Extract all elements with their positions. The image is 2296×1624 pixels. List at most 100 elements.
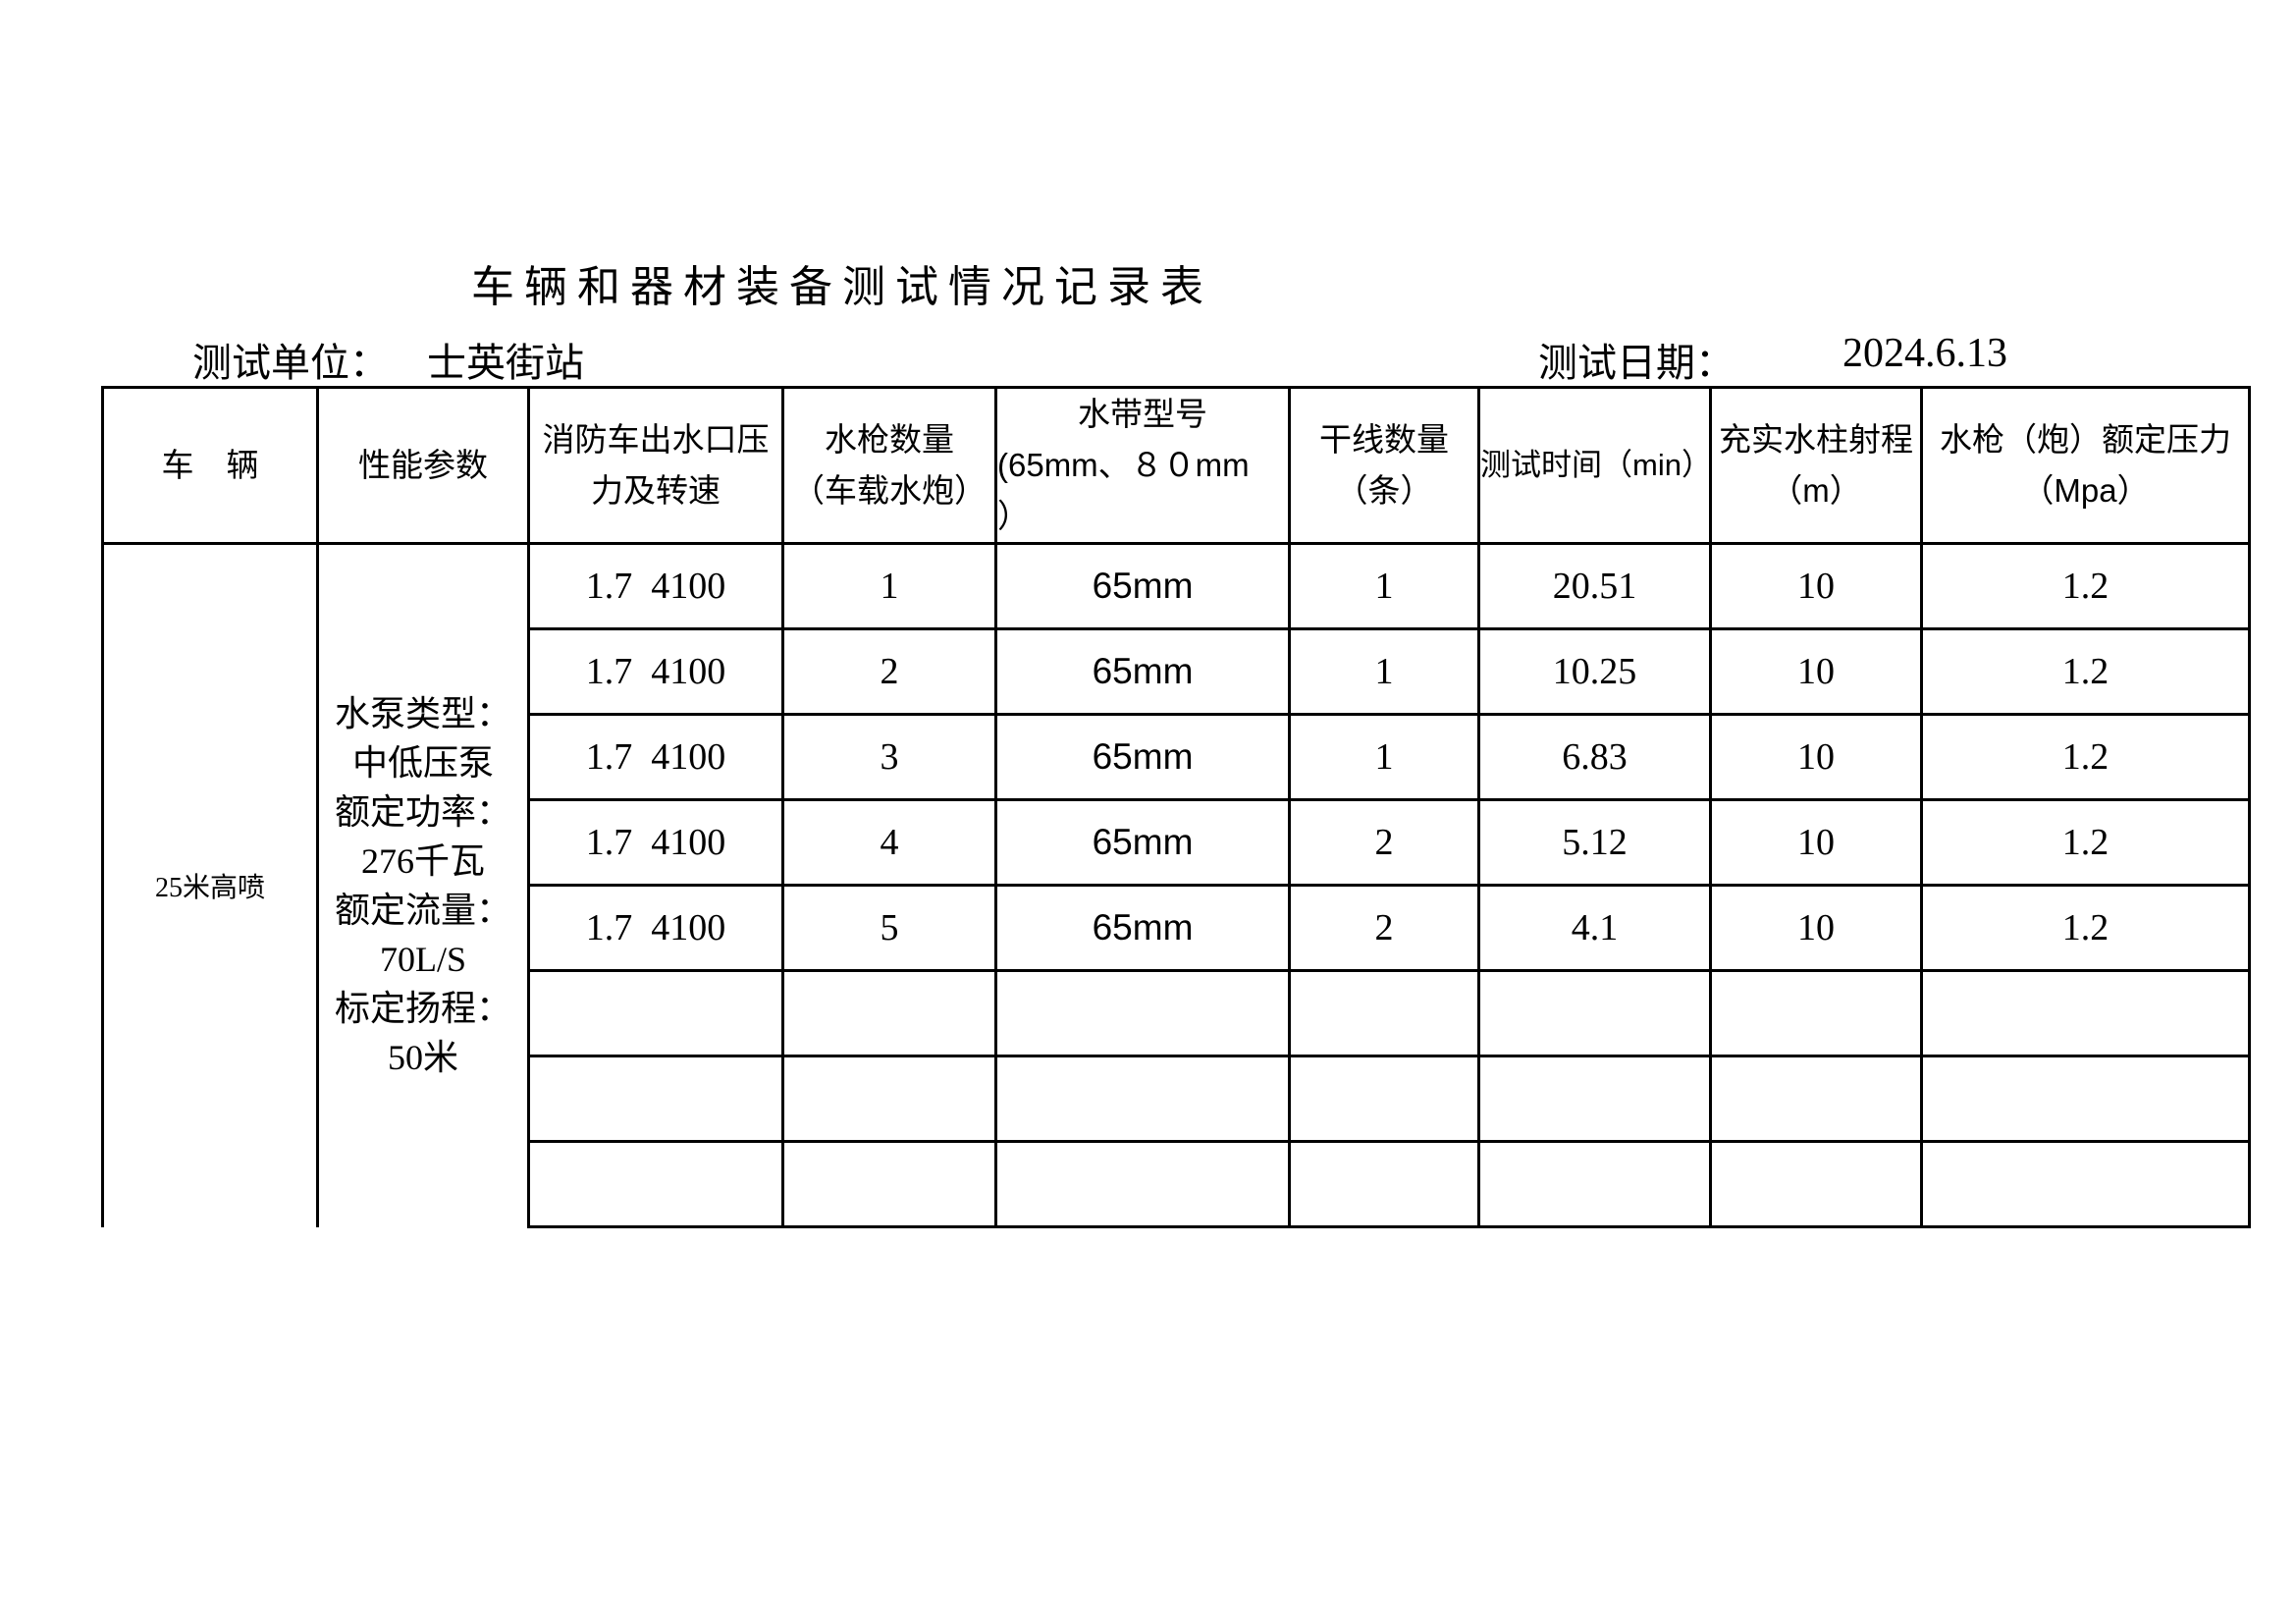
test-date-label: 测试日期： [1538, 342, 1735, 385]
perf-line-rated-lift-value: 50米 [387, 1038, 458, 1078]
cell-r4-jet-range: 10 [1709, 798, 1923, 887]
cell-r2-rated-pressure: 1.2 [1920, 627, 2251, 716]
trunk-count-line2: （条） [1335, 472, 1433, 509]
cell-r7-gun-count [781, 1055, 997, 1143]
perf-line-rated-flow-value: 70L/S [379, 940, 466, 980]
cell-r8-gun-count [781, 1140, 997, 1228]
test-unit-value: 士英街站 [427, 342, 584, 385]
table-row: 1.7 4100 3 65mm 1 6.83 10 1.2 [103, 713, 2251, 801]
cell-r1-trunk-count: 1 [1288, 542, 1480, 630]
cell-r8-trunk-count [1288, 1140, 1480, 1228]
table-row: 1.7 4100 5 65mm 2 4.1 10 1.2 [103, 884, 2251, 972]
cell-r3-outlet-pressure: 1.7 4100 [527, 713, 784, 801]
perf-line-rated-power-value: 276千瓦 [360, 841, 485, 882]
cell-r5-jet-range: 10 [1709, 884, 1923, 972]
table-row: 25米高喷 水泵类型： 中低压泵 额定功率： 276千瓦 额定流量： 70L/S… [101, 542, 2251, 1227]
table-row: 1.7 4100 4 65mm 2 5.12 10 1.2 [103, 798, 2251, 887]
cell-r1-test-time: 20.51 [1477, 542, 1712, 630]
cell-r1-jet-range: 10 [1709, 542, 1923, 630]
col-header-performance: 性能参数 [316, 386, 530, 545]
perf-line-pump-type-value: 中低压泵 [351, 743, 494, 784]
cell-r8-jet-range [1709, 1140, 1923, 1228]
cell-r5-test-time: 4.1 [1477, 884, 1712, 972]
cell-r2-hose-type: 65mm [994, 627, 1291, 716]
table-row [103, 1140, 2251, 1228]
cell-r1-outlet-pressure: 1.7 4100 [527, 542, 784, 630]
table-row: 1.7 4100 2 65mm 1 10.25 10 1.2 [103, 627, 2251, 716]
cell-r3-trunk-count: 1 [1288, 713, 1480, 801]
cell-r2-outlet-pressure: 1.7 4100 [527, 627, 784, 716]
gun-count-line2: （车载水炮） [792, 472, 987, 509]
cell-r8-hose-type [994, 1140, 1291, 1228]
cell-r4-rated-pressure: 1.2 [1920, 798, 2251, 887]
cell-r6-rated-pressure [1920, 969, 2251, 1057]
rated-pressure-line2: （Mpa） [2021, 472, 2150, 509]
table-header-row: 车 辆 性能参数 消防车出水口压 力及转速 水枪数量 （车载水炮） 水带型号 (… [101, 386, 2251, 545]
col-header-jet-range: 充实水柱射程 （m） [1709, 386, 1923, 545]
cell-r5-gun-count: 5 [781, 884, 997, 972]
cell-vehicle-name: 25米高喷 [101, 542, 319, 1227]
test-record-table: 车 辆 性能参数 消防车出水口压 力及转速 水枪数量 （车载水炮） 水带型号 (… [101, 386, 2251, 1228]
cell-r4-outlet-pressure: 1.7 4100 [527, 798, 784, 887]
table-row [103, 969, 2251, 1057]
cell-r5-hose-type: 65mm [994, 884, 1291, 972]
cell-r3-test-time: 6.83 [1477, 713, 1712, 801]
perf-line-rated-lift-label: 标定扬程： [334, 989, 511, 1029]
cell-r6-trunk-count [1288, 969, 1480, 1057]
cell-r6-hose-type [994, 969, 1291, 1057]
col-header-vehicle: 车 辆 [101, 386, 319, 545]
cell-r5-trunk-count: 2 [1288, 884, 1480, 972]
cell-r4-gun-count: 4 [781, 798, 997, 887]
cell-r1-hose-type: 65mm [994, 542, 1291, 630]
cell-r6-jet-range [1709, 969, 1923, 1057]
cell-r3-gun-count: 3 [781, 713, 997, 801]
perf-line-rated-flow-label: 额定流量： [334, 891, 511, 931]
cell-r6-test-time [1477, 969, 1712, 1057]
gun-count-line1: 水枪数量 [825, 421, 954, 458]
cell-r7-jet-range [1709, 1055, 1923, 1143]
cell-r4-test-time: 5.12 [1477, 798, 1712, 887]
hose-type-line2: (65mm、８０mm [997, 447, 1250, 483]
jet-range-line1: 充实水柱射程 [1719, 421, 1913, 458]
col-header-trunk-count: 干线数量 （条） [1288, 386, 1480, 545]
hose-type-line1: 水带型号 [1078, 396, 1207, 432]
page-title: 车辆和器材装备测试情况记录表 [471, 263, 1213, 311]
cell-r3-jet-range: 10 [1709, 713, 1923, 801]
cell-r7-rated-pressure [1920, 1055, 2251, 1143]
col-header-vehicle-label: 车 辆 [161, 447, 259, 483]
col-header-performance-label: 性能参数 [358, 447, 488, 483]
jet-range-line2: （m） [1770, 472, 1862, 509]
test-time-label: 测试时间（min） [1480, 448, 1712, 482]
col-header-hose-type: 水带型号 (65mm、８０mm ） [994, 386, 1291, 545]
cell-r8-rated-pressure [1920, 1140, 2251, 1228]
cell-r2-jet-range: 10 [1709, 627, 1923, 716]
cell-r4-trunk-count: 2 [1288, 798, 1480, 887]
col-header-gun-count: 水枪数量 （车载水炮） [781, 386, 997, 545]
cell-r5-outlet-pressure: 1.7 4100 [527, 884, 784, 972]
rated-pressure-line1: 水枪（炮）额定压力 [1940, 421, 2231, 458]
cell-r7-trunk-count [1288, 1055, 1480, 1143]
cell-r2-gun-count: 2 [781, 627, 997, 716]
cell-r7-hose-type [994, 1055, 1291, 1143]
cell-performance-params: 水泵类型： 中低压泵 额定功率： 276千瓦 额定流量： 70L/S 标定扬程：… [316, 542, 530, 1227]
cell-r7-test-time [1477, 1055, 1712, 1143]
perf-line-rated-power-label: 额定功率： [334, 792, 511, 833]
cell-r1-gun-count: 1 [781, 542, 997, 630]
cell-r6-outlet-pressure [527, 969, 784, 1057]
cell-r7-outlet-pressure [527, 1055, 784, 1143]
cell-r2-test-time: 10.25 [1477, 627, 1712, 716]
col-header-rated-pressure: 水枪（炮）额定压力 （Mpa） [1920, 386, 2251, 545]
cell-r1-rated-pressure: 1.2 [1920, 542, 2251, 630]
meta-row: 测试单位： 士英街站 测试日期： 2024.6.13 [0, 331, 2296, 385]
cell-r2-trunk-count: 1 [1288, 627, 1480, 716]
cell-r3-rated-pressure: 1.2 [1920, 713, 2251, 801]
cell-r5-rated-pressure: 1.2 [1920, 884, 2251, 972]
col-header-outlet-pressure: 消防车出水口压 力及转速 [527, 386, 784, 545]
trunk-count-line1: 干线数量 [1319, 421, 1449, 458]
cell-r3-hose-type: 65mm [994, 713, 1291, 801]
outlet-pressure-line1: 消防车出水口压 [542, 421, 770, 458]
table-row [103, 1055, 2251, 1143]
outlet-pressure-line2: 力及转速 [591, 472, 721, 509]
cell-r6-gun-count [781, 969, 997, 1057]
